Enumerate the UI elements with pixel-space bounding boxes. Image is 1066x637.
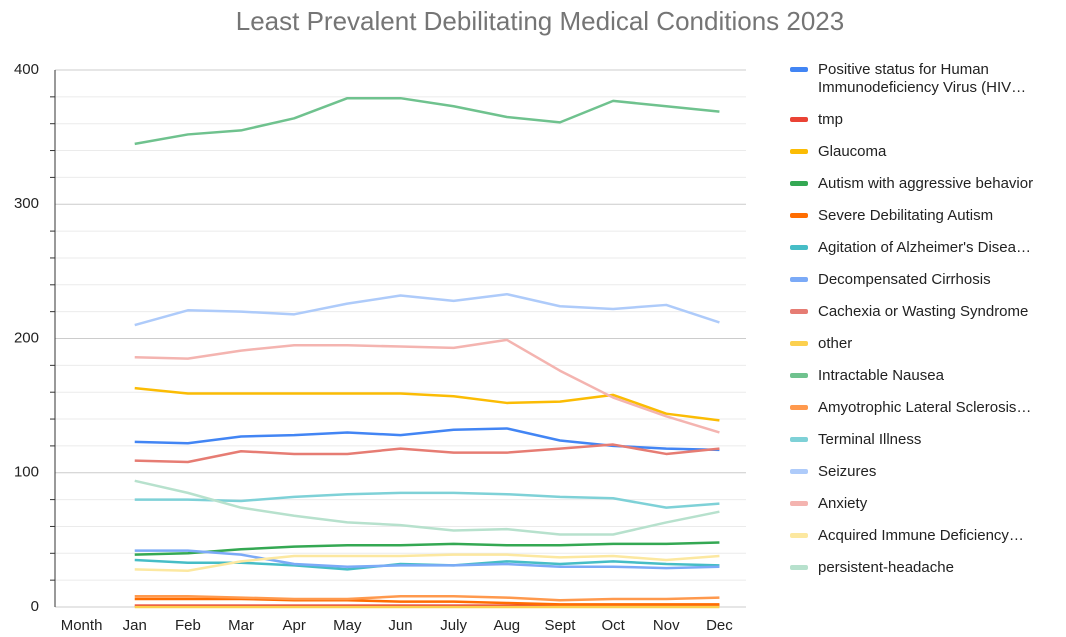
legend-swatch xyxy=(790,501,808,506)
legend-item: Anxiety xyxy=(790,495,1060,513)
legend-item: persistent-headache xyxy=(790,559,1060,577)
x-tick-label: Sept xyxy=(545,617,577,634)
legend-item: Cachexia or Wasting Syndrome xyxy=(790,303,1060,321)
chart-title: Least Prevalent Debilitating Medical Con… xyxy=(236,6,844,36)
legend-item: tmp xyxy=(790,111,1060,129)
series-line xyxy=(134,553,720,573)
legend-label: Amyotrophic Lateral Sclerosis… xyxy=(818,399,1032,416)
legend-swatch xyxy=(790,565,808,570)
x-tick-label: Month xyxy=(61,617,103,634)
legend-swatch xyxy=(790,149,808,154)
y-tick-label: 0 xyxy=(31,598,39,615)
x-tick-label: Aug xyxy=(493,617,520,634)
legend-swatch xyxy=(790,181,808,186)
legend-label: other xyxy=(818,335,853,352)
legend-item: Severe Debilitating Autism xyxy=(790,207,1060,225)
legend-swatch xyxy=(790,309,808,314)
legend-label: Acquired Immune Deficiency… xyxy=(818,527,1024,544)
legend-item: Acquired Immune Deficiency… xyxy=(790,527,1060,545)
legend-swatch xyxy=(790,341,808,346)
legend-item: Seizures xyxy=(790,463,1060,481)
x-tick-label: Jan xyxy=(123,617,147,634)
series-line xyxy=(134,541,720,556)
y-tick-label: 100 xyxy=(14,464,39,481)
legend-swatch xyxy=(790,437,808,442)
series-line xyxy=(134,595,720,602)
x-tick-label: Dec xyxy=(706,617,733,634)
series-line xyxy=(134,443,720,464)
x-tick-label: July xyxy=(440,617,467,634)
legend-item: Glaucoma xyxy=(790,143,1060,161)
x-tick-label: Nov xyxy=(653,617,680,634)
legend-label: Decompensated Cirrhosis xyxy=(818,271,991,288)
y-tick-label: 200 xyxy=(14,329,39,346)
legend-swatch xyxy=(790,213,808,218)
legend-label: Anxiety xyxy=(818,495,868,512)
series-line xyxy=(134,386,720,422)
series-line xyxy=(134,96,720,146)
legend-swatch xyxy=(790,277,808,282)
x-tick-label: Oct xyxy=(601,617,625,634)
legend-swatch xyxy=(790,469,808,474)
legend-label: Autism with aggressive behavior xyxy=(818,175,1034,192)
legend-label: Intractable Nausea xyxy=(818,367,944,384)
legend-swatch xyxy=(790,373,808,378)
legend-item: other xyxy=(790,335,1060,353)
legend-label: Severe Debilitating Autism xyxy=(818,207,994,224)
y-tick-label: 300 xyxy=(14,195,39,212)
legend: Positive status for Human Immunodeficien… xyxy=(790,61,1060,591)
legend-swatch xyxy=(790,533,808,538)
series-line xyxy=(134,597,720,606)
series-line xyxy=(134,479,720,536)
legend-item: Intractable Nausea xyxy=(790,367,1060,385)
legend-item: Positive status for Human Immunodeficien… xyxy=(790,61,1060,97)
x-tick-label: Jun xyxy=(388,617,412,634)
x-tick-label: Apr xyxy=(283,617,306,634)
legend-label: Agitation of Alzheimer's Disea… xyxy=(818,239,1031,256)
legend-label: Seizures xyxy=(818,463,877,480)
legend-label: Cachexia or Wasting Syndrome xyxy=(818,303,1029,320)
legend-label: Terminal Illness xyxy=(818,431,922,448)
legend-item: Agitation of Alzheimer's Disea… xyxy=(790,239,1060,257)
legend-item: Amyotrophic Lateral Sclerosis… xyxy=(790,399,1060,417)
legend-swatch xyxy=(790,117,808,122)
series-line xyxy=(134,549,720,570)
x-tick-label: May xyxy=(333,617,362,634)
legend-swatch xyxy=(790,405,808,410)
x-tick-label: Feb xyxy=(175,617,201,634)
series-line xyxy=(134,338,720,434)
legend-swatch xyxy=(790,67,808,72)
legend-label: Glaucoma xyxy=(818,143,887,160)
legend-swatch xyxy=(790,245,808,250)
series-line xyxy=(134,491,720,509)
legend-item: Terminal Illness xyxy=(790,431,1060,449)
legend-label: Positive status for Human Immunodeficien… xyxy=(818,61,1027,96)
x-tick-label: Mar xyxy=(228,617,254,634)
legend-label: persistent-headache xyxy=(818,559,954,576)
series-line xyxy=(134,292,720,327)
y-tick-label: 400 xyxy=(14,61,39,78)
legend-item: Autism with aggressive behavior xyxy=(790,175,1060,193)
legend-label: tmp xyxy=(818,111,844,128)
legend-item: Decompensated Cirrhosis xyxy=(790,271,1060,289)
